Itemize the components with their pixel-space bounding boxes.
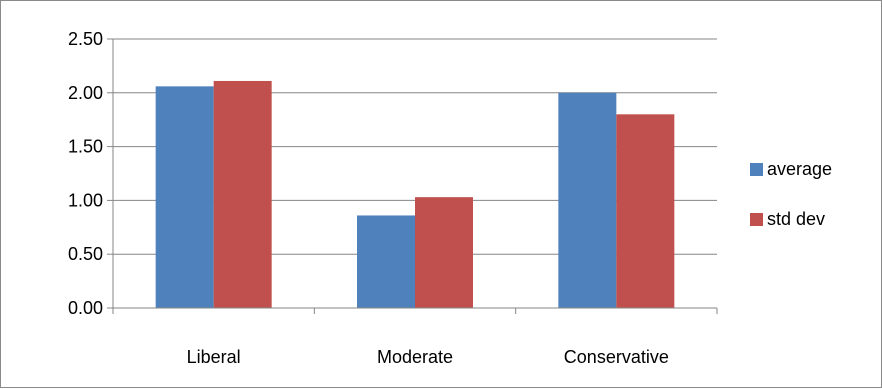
bars [155,80,675,309]
bar-std-dev-moderate [415,197,473,308]
legend-label: std dev [767,209,825,229]
x-category-label: Moderate [377,347,453,367]
x-category-label: Conservative [564,347,669,367]
y-tick-label: 1.50 [68,137,103,157]
bar-average-liberal [155,86,214,309]
y-tick-label: 0.50 [68,244,103,264]
y-axis-tick-labels: 0.00 0.50 1.00 1.50 2.00 2.50 [68,29,103,318]
axes [107,38,718,314]
y-tick-label: 2.00 [68,83,103,103]
bar-average-conservative [558,92,617,308]
x-axis-category-labels: Liberal Moderate Conservative [187,347,669,367]
legend-swatch [750,163,763,176]
legend: average std dev [750,159,832,229]
bar-average-moderate [357,215,415,308]
x-category-label: Liberal [187,347,241,367]
legend-swatch [750,213,763,226]
y-tick-label: 0.00 [68,298,103,318]
legend-label: average [767,159,832,179]
bar-std-dev-conservative [616,114,675,308]
y-tick-label: 2.50 [68,29,103,49]
bar-std-dev-liberal [213,80,272,309]
y-tick-label: 1.00 [68,190,103,210]
